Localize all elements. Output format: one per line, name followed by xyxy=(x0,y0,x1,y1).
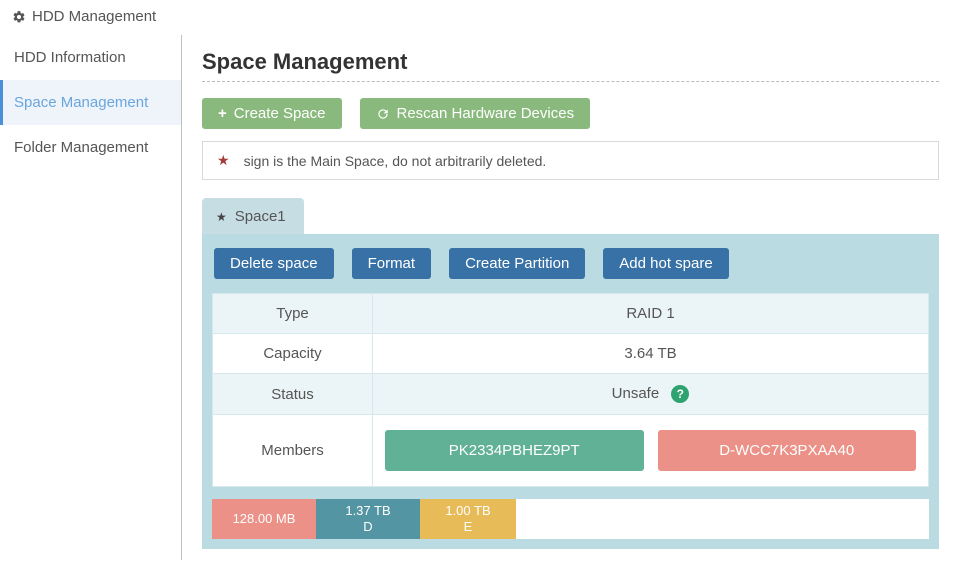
partition-letter: D xyxy=(363,519,372,535)
button-label: Add hot spare xyxy=(619,255,712,272)
notice-text: sign is the Main Space, do not arbitrari… xyxy=(244,153,547,169)
status-cell: Unsafe ? xyxy=(373,374,929,415)
space-info-table: Type RAID 1 Capacity 3.64 TB Status Unsa… xyxy=(212,293,929,487)
panel-actions: Delete space Format Create Partition Add… xyxy=(212,248,929,279)
member-disk[interactable]: D-WCC7K3PXAA40 xyxy=(658,430,917,471)
partition-segment[interactable]: 1.00 TB E xyxy=(420,499,516,539)
members-label: Members xyxy=(213,415,373,487)
sidebar-item-label: Space Management xyxy=(14,94,148,111)
sidebar-item-folder-management[interactable]: Folder Management xyxy=(0,125,181,170)
member-label: D-WCC7K3PXAA40 xyxy=(719,442,854,459)
members-cell: PK2334PBHEZ9PT D-WCC7K3PXAA40 xyxy=(373,415,929,487)
table-row: Type RAID 1 xyxy=(213,294,929,334)
main-space-notice: ★ sign is the Main Space, do not arbitra… xyxy=(202,141,939,180)
table-row: Capacity 3.64 TB xyxy=(213,334,929,374)
partition-segment[interactable]: 1.37 TB D xyxy=(316,499,420,539)
capacity-value: 3.64 TB xyxy=(373,334,929,374)
separator xyxy=(202,81,939,82)
partition-size: 128.00 MB xyxy=(233,511,296,527)
button-label: Delete space xyxy=(230,255,318,272)
button-label: Format xyxy=(368,255,416,272)
partition-size: 1.00 TB xyxy=(445,503,490,519)
refresh-icon xyxy=(376,107,390,121)
partition-bar: 128.00 MB 1.37 TB D 1.00 TB E xyxy=(212,499,929,539)
sidebar-item-label: Folder Management xyxy=(14,139,148,156)
page-header: HDD Management xyxy=(0,0,959,35)
partition-segment[interactable]: 128.00 MB xyxy=(212,499,316,539)
plus-icon: + xyxy=(218,105,227,122)
main-content: Space Management + Create Space Rescan H… xyxy=(182,35,959,560)
page-title: Space Management xyxy=(202,49,939,75)
table-row: Members PK2334PBHEZ9PT D-WCC7K3PXAA40 xyxy=(213,415,929,487)
type-value: RAID 1 xyxy=(373,294,929,334)
table-row: Status Unsafe ? xyxy=(213,374,929,415)
space-panel: Delete space Format Create Partition Add… xyxy=(202,234,939,549)
create-space-button[interactable]: + Create Space xyxy=(202,98,342,129)
sidebar-item-space-management[interactable]: Space Management xyxy=(0,80,181,125)
member-label: PK2334PBHEZ9PT xyxy=(449,442,580,459)
partition-size: 1.37 TB xyxy=(345,503,390,519)
rescan-button[interactable]: Rescan Hardware Devices xyxy=(360,98,591,129)
help-icon[interactable]: ? xyxy=(671,385,689,403)
sidebar: HDD Information Space Management Folder … xyxy=(0,35,182,560)
format-button[interactable]: Format xyxy=(352,248,432,279)
delete-space-button[interactable]: Delete space xyxy=(214,248,334,279)
member-disk[interactable]: PK2334PBHEZ9PT xyxy=(385,430,644,471)
sidebar-item-hdd-info[interactable]: HDD Information xyxy=(0,35,181,80)
partition-letter: E xyxy=(464,519,473,535)
space-tabs: ★ Space1 xyxy=(202,198,939,234)
add-hot-spare-button[interactable]: Add hot spare xyxy=(603,248,728,279)
create-partition-button[interactable]: Create Partition xyxy=(449,248,585,279)
capacity-label: Capacity xyxy=(213,334,373,374)
sidebar-item-label: HDD Information xyxy=(14,49,126,66)
gear-icon xyxy=(12,10,26,24)
type-label: Type xyxy=(213,294,373,334)
star-icon: ★ xyxy=(217,152,230,169)
status-value: Unsafe xyxy=(612,385,660,402)
button-label: Rescan Hardware Devices xyxy=(397,105,575,122)
tab-label: Space1 xyxy=(235,208,286,225)
button-label: Create Partition xyxy=(465,255,569,272)
tab-space1[interactable]: ★ Space1 xyxy=(202,198,304,234)
status-label: Status xyxy=(213,374,373,415)
header-title: HDD Management xyxy=(32,8,156,25)
toolbar: + Create Space Rescan Hardware Devices xyxy=(202,98,939,129)
star-icon: ★ xyxy=(216,210,227,224)
button-label: Create Space xyxy=(234,105,326,122)
